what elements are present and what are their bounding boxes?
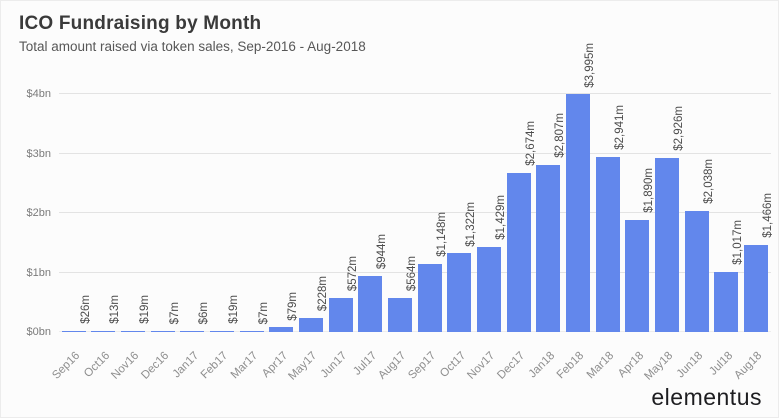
gridline [59, 152, 771, 154]
bar-column: $2,926m [652, 94, 685, 332]
plot-area: $26m $13m $19m $7m $6m $19m $7m $79m $228m $572m $… [59, 43, 775, 332]
y-axis-tick-label: $2bn [26, 207, 51, 219]
x-axis-label: Jun17 [318, 349, 350, 381]
bar [239, 331, 264, 332]
x-axis-label: Dec17 [495, 349, 528, 382]
bar-column: $2,038m [682, 94, 715, 332]
bar-column: $1,017m [712, 94, 744, 332]
bar [121, 330, 146, 332]
bar [417, 263, 442, 332]
bar-column: $944m [356, 94, 388, 332]
bar-column: $1,322m [445, 94, 477, 332]
bar [714, 271, 739, 332]
y-axis-tick-label: $4bn [26, 88, 51, 100]
bar [358, 275, 383, 332]
bar-column: $6m [178, 94, 210, 332]
bar [506, 172, 531, 332]
bar-column: $1,148m [415, 94, 448, 332]
bar-value-label: $1,466m [762, 193, 775, 238]
bar-column: $2,941m [593, 94, 626, 332]
bar [536, 165, 561, 332]
bar-column: $2,674m [504, 94, 537, 332]
x-axis-label: Aug18 [732, 349, 765, 382]
bar-column: $1,466m [741, 94, 775, 332]
bar [388, 298, 413, 332]
bar [655, 157, 680, 332]
bar [625, 219, 650, 332]
bar-column: $79m [267, 94, 299, 332]
bar-column: $1,429m [474, 94, 507, 332]
bar-column: $7m [148, 94, 181, 332]
bar [299, 318, 324, 332]
x-axis-label: Dec16 [139, 349, 172, 382]
gridline [59, 212, 771, 213]
bar [447, 253, 472, 332]
gridline [59, 93, 771, 94]
x-axis-label: Feb18 [554, 349, 587, 382]
y-axis-tick-label: $0bn [26, 326, 51, 338]
bar [210, 330, 235, 332]
bar [91, 331, 116, 332]
bar-column: $7m [237, 94, 270, 332]
x-axis-label: May18 [642, 349, 676, 383]
x-axis: Sep16 Oct16 Nov16 Dec16 Jan17 Feb17 Mar17 Apr17… [50, 332, 771, 390]
x-axis-label: Nov17 [465, 349, 498, 382]
bar [180, 331, 205, 332]
x-axis-label: Jul17 [350, 349, 379, 378]
bar [684, 210, 709, 332]
chart-title: ICO Fundraising by Month [19, 13, 262, 34]
x-axis-label: Jan17 [170, 349, 201, 381]
bar-column: $3,995m [563, 43, 596, 332]
x-axis-label: Feb17 [198, 349, 231, 382]
bar-column: $26m [59, 94, 92, 332]
y-axis: $0bn $1bn $2bn $3bn $4bn [1, 88, 51, 338]
x-axis-label: Jan18 [526, 349, 557, 381]
bar-column: $13m [89, 94, 121, 332]
y-axis-tick-label: $3bn [26, 147, 51, 160]
chart-subtitle: Total amount raised via token sales, Sep… [19, 39, 366, 54]
x-axis-label: Mar17 [228, 349, 261, 382]
bar [150, 331, 175, 332]
x-axis-label: Mar18 [584, 349, 617, 382]
bar-column: $228m [296, 94, 329, 332]
bar [328, 298, 353, 332]
bar [595, 157, 620, 332]
bar-column: $2,807m [534, 94, 566, 332]
bar [477, 247, 502, 332]
bar [61, 330, 86, 332]
x-axis-label: Jul18 [706, 349, 735, 378]
x-axis-label: Oct17 [437, 349, 468, 380]
gridline [59, 331, 771, 332]
x-axis-label: Sep16 [50, 349, 83, 382]
x-axis-label: Jun18 [674, 349, 706, 381]
x-axis-label: May17 [286, 349, 320, 383]
x-axis-label: Apr17 [259, 349, 290, 380]
bar [744, 244, 769, 332]
logo: elementus [651, 384, 762, 410]
x-axis-label: Sep17 [406, 349, 439, 382]
bar-value-label: $3,995m [584, 42, 597, 88]
x-axis-label: Nov16 [109, 349, 142, 382]
bar-column: $19m [207, 94, 240, 332]
x-axis-label: Apr18 [615, 349, 646, 380]
bar-column: $572m [326, 94, 359, 332]
bar [269, 327, 294, 332]
x-axis-label: Oct16 [81, 349, 112, 380]
bar-column: $564m [385, 94, 418, 332]
bar [566, 94, 591, 332]
bar-column: $19m [118, 94, 151, 332]
gridline [59, 271, 771, 273]
y-axis-tick-label: $1bn [26, 266, 51, 279]
x-axis-label: Aug17 [376, 349, 409, 382]
bar-column: $1,890m [623, 94, 655, 332]
